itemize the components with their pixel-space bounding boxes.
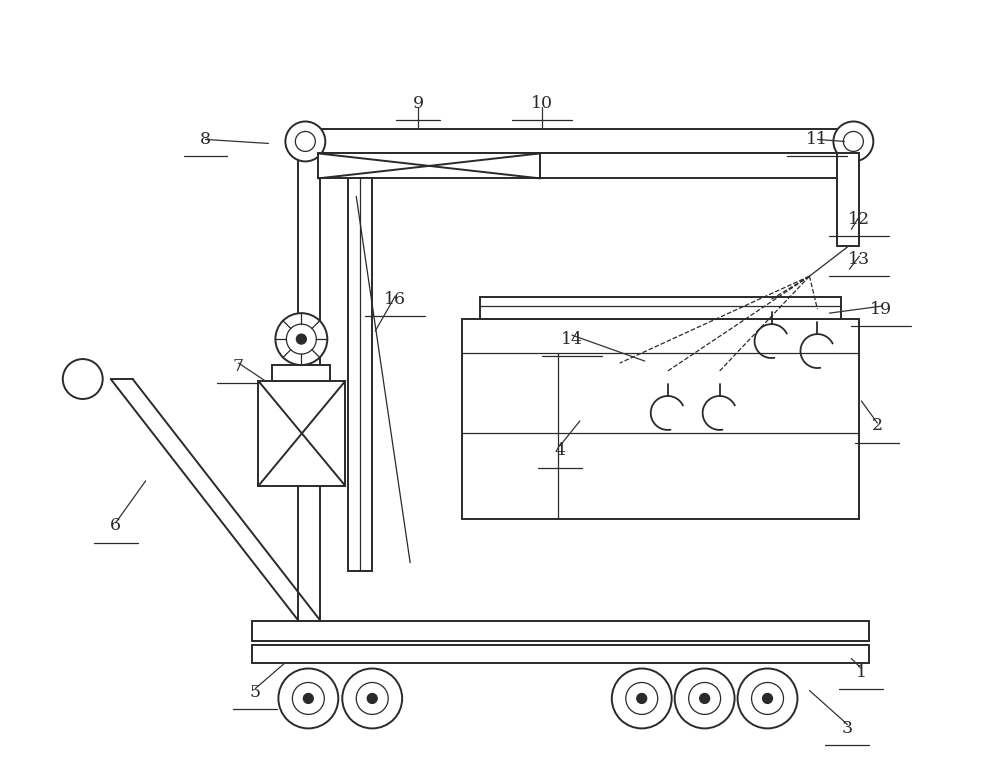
Bar [462,319,859,519]
Circle shape [752,683,783,715]
Circle shape [738,669,797,729]
Text: 1: 1 [856,664,867,681]
Text: 3: 3 [842,720,853,737]
Circle shape [292,683,324,715]
Circle shape [275,313,327,365]
Circle shape [833,122,873,162]
Text: 8: 8 [200,131,211,148]
Circle shape [367,694,377,704]
Circle shape [296,334,306,344]
Text: 12: 12 [848,211,870,228]
Bar [272,365,330,381]
Circle shape [63,359,103,399]
Bar [298,153,320,621]
Text: 9: 9 [413,95,424,112]
Circle shape [285,122,325,162]
Circle shape [612,669,672,729]
Circle shape [295,131,315,152]
Circle shape [763,694,773,704]
Text: 11: 11 [806,131,828,148]
Bar [252,621,869,640]
Circle shape [342,669,402,729]
Text: 13: 13 [848,251,870,268]
Text: 7: 7 [233,358,244,375]
Bar [258,381,345,486]
Text: 10: 10 [531,95,553,112]
Text: 14: 14 [561,330,583,348]
Bar [540,153,837,178]
Text: 4: 4 [554,442,565,459]
Text: 6: 6 [110,517,121,534]
Bar [318,153,540,178]
Bar [837,153,859,246]
Circle shape [689,683,721,715]
Circle shape [843,131,863,152]
Text: 5: 5 [250,684,261,701]
Text: 19: 19 [870,301,892,318]
Circle shape [637,694,647,704]
Bar [252,644,869,662]
Bar [348,178,372,571]
Circle shape [286,324,316,354]
Bar [480,297,841,319]
Circle shape [700,694,710,704]
Bar [298,130,859,153]
Circle shape [356,683,388,715]
Text: 2: 2 [872,417,883,434]
Circle shape [303,694,313,704]
Text: 16: 16 [384,291,406,308]
Circle shape [675,669,735,729]
Circle shape [278,669,338,729]
Circle shape [626,683,658,715]
